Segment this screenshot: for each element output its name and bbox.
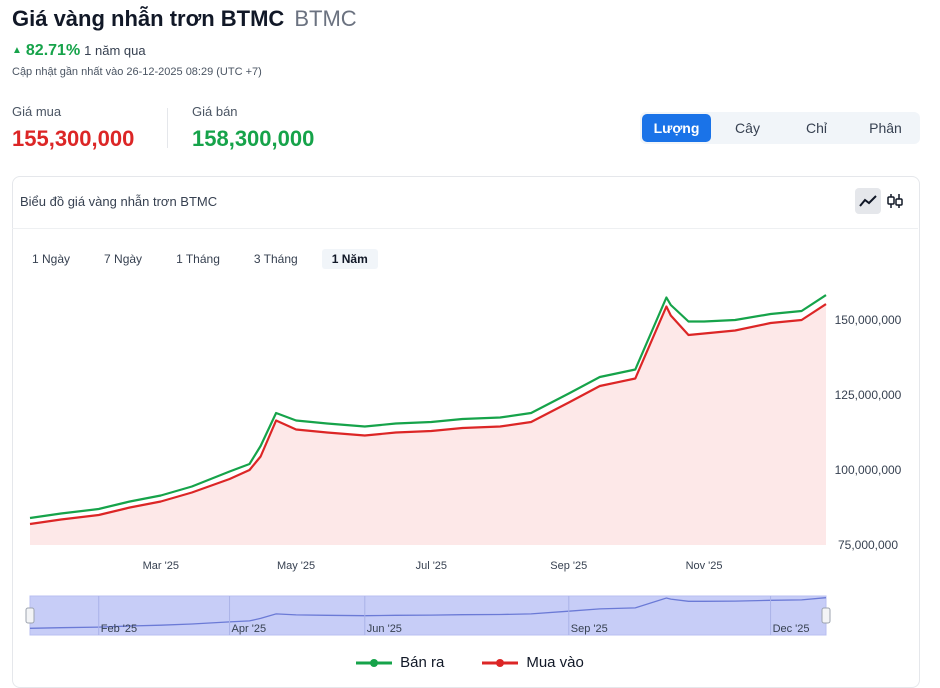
divider [167, 108, 168, 148]
navigator-tick-label: Jun '25 [367, 623, 402, 635]
change-percent: 82.71% [25, 42, 81, 59]
x-tick-label: Mar '25 [143, 560, 179, 572]
range-1-month[interactable]: 1 Tháng [176, 252, 220, 266]
change-period: 1 năm qua [84, 43, 146, 58]
range-7-day[interactable]: 7 Ngày [104, 252, 143, 266]
chart-legend: Bán ra Mua vào [0, 654, 940, 671]
range-1-day[interactable]: 1 Ngày [32, 252, 71, 266]
buy-price-value: 155,300,000 [12, 126, 135, 151]
unit-luong-button[interactable]: Lượng [642, 114, 711, 142]
sell-series-line [29, 294, 827, 520]
line-chart-icon [859, 195, 877, 207]
navigator-tick-label: Sep '25 [571, 623, 608, 635]
x-tick-label: Nov '25 [686, 560, 723, 572]
legend-sell-marker [356, 658, 393, 667]
y-tick-label: 75,000,000 [838, 538, 898, 552]
unit-phan-button[interactable]: Phân [869, 120, 902, 136]
page-title: Giá vàng nhẫn trơn BTMC BTMC [12, 6, 357, 31]
legend-buy-marker [482, 658, 519, 667]
x-tick-label: May '25 [277, 560, 315, 572]
unit-toggle: Lượng Cây Chỉ Phân [640, 112, 920, 144]
buy-price-label: Giá mua [12, 104, 62, 119]
sell-price-label: Giá bán [192, 104, 238, 119]
sell-price-value: 158,300,000 [192, 126, 315, 151]
line-chart-toggle[interactable] [855, 188, 881, 214]
legend-item-sell[interactable]: Bán ra [356, 654, 444, 671]
navigator-right-handle[interactable] [821, 607, 831, 624]
up-arrow-icon: ▲ [12, 45, 22, 56]
legend-sell-label: Bán ra [400, 654, 445, 671]
navigator-left-handle[interactable] [25, 607, 35, 624]
unit-cay-button[interactable]: Cây [735, 120, 760, 136]
candlestick-icon [887, 194, 903, 208]
buy-series-line [29, 303, 827, 526]
y-tick-label: 125,000,000 [835, 388, 902, 402]
chart-card-title: Biểu đồ giá vàng nhẫn trơn BTMC [20, 194, 218, 209]
y-tick-label: 100,000,000 [835, 463, 902, 477]
navigator-tick-label: Dec '25 [773, 623, 810, 635]
buy-area [30, 304, 826, 545]
navigator-series-line [29, 597, 827, 629]
x-tick-label: Jul '25 [416, 560, 447, 572]
candlestick-toggle[interactable] [882, 188, 908, 214]
last-updated: Cập nhật gần nhất vào 26-12-2025 08:29 (… [12, 66, 262, 78]
unit-chi-button[interactable]: Chỉ [805, 120, 827, 136]
symbol-label: BTMC [294, 6, 357, 31]
range-1-year[interactable]: 1 Năm [321, 249, 378, 269]
legend-buy-label: Mua vào [526, 654, 584, 671]
card-divider [12, 228, 918, 229]
navigator-tick-label: Feb '25 [101, 623, 137, 635]
range-selector: 1 Ngày 7 Ngày 1 Tháng 3 Tháng 1 Năm [22, 249, 392, 269]
legend-item-buy[interactable]: Mua vào [482, 654, 584, 671]
price-change: ▲ 82.71% 1 năm qua [12, 42, 146, 60]
x-tick-label: Sep '25 [550, 560, 587, 572]
y-tick-label: 150,000,000 [835, 313, 902, 327]
navigator-tick-label: Apr '25 [232, 623, 267, 635]
range-3-month[interactable]: 3 Tháng [253, 252, 298, 266]
